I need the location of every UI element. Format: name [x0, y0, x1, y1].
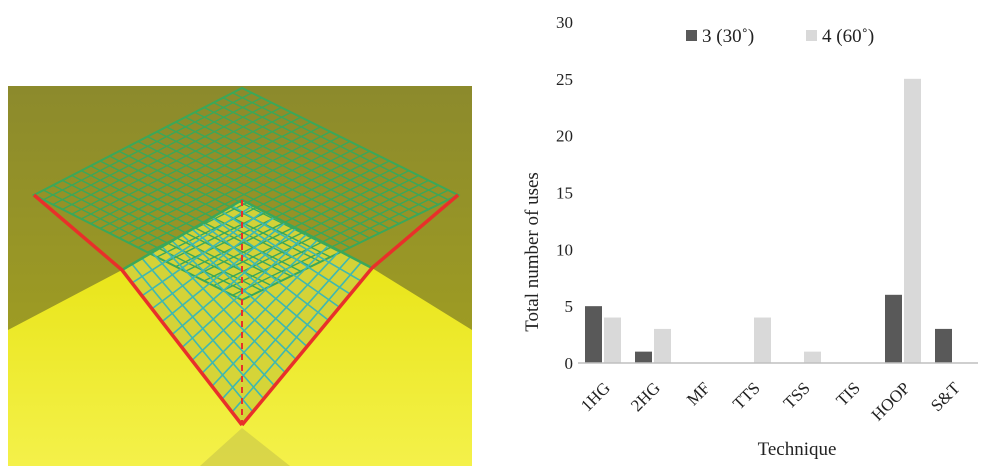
top-grid-line [156, 131, 370, 239]
x-tick-label: MF [683, 378, 714, 409]
top-grid-line [184, 116, 400, 225]
top-grid-line [194, 170, 410, 277]
y-tick-label: 30 [556, 13, 573, 32]
bar-series1-st [935, 328, 952, 363]
top-grid-line [203, 174, 420, 282]
legend: 3 (30˚) 4 (60˚) [686, 26, 874, 47]
bars-group [585, 78, 952, 363]
top-grid-line [175, 160, 390, 268]
legend-swatch-series-2 [806, 30, 817, 41]
x-axis: 1HG 2HG MF TTS TSS TIS HOOP S&T [577, 362, 978, 425]
top-grid-line [232, 92, 449, 201]
x-tick-label: TSS [780, 378, 814, 412]
x-tick-label: TIS [832, 378, 863, 409]
top-grid-line [175, 121, 390, 230]
bar-chart: 0 5 10 15 20 25 30 1HG 2HG MF TTS TSS TIS HOOP S&T To… [522, 13, 978, 460]
y-axis-title: Total number of uses [522, 172, 543, 332]
red-boundary-left [32, 193, 244, 427]
top-grid-line [222, 184, 439, 292]
top-grid-line [137, 140, 351, 249]
funnel-grid-line [231, 261, 362, 413]
x-tick-label: HOOP [868, 378, 914, 424]
red-boundary-right [240, 193, 460, 427]
y-axis: 0 5 10 15 20 25 30 [556, 13, 573, 373]
top-grid-plane [31, 86, 461, 302]
top-grid-line [232, 189, 449, 296]
funnel-grid [121, 198, 373, 426]
y-tick-label: 10 [556, 240, 573, 259]
top-grid-line [203, 106, 420, 215]
x-axis-title: Technique [758, 439, 837, 460]
x-tick-label: 2HG [627, 378, 664, 415]
bar-series1-1hg [585, 306, 602, 363]
bar-series2-1hg [604, 317, 621, 363]
bar-series1-2hg [635, 351, 652, 363]
bar-series2-tts [754, 317, 771, 363]
funnel-grid-line [231, 205, 362, 282]
funnel-grid-line [221, 256, 351, 400]
y-tick-label: 25 [556, 70, 573, 89]
top-grid-line [194, 111, 410, 220]
scene-floor-shadow [200, 428, 290, 466]
top-grid-line [147, 136, 361, 244]
top-grid-line [213, 101, 429, 210]
top-grid-line [166, 126, 380, 234]
legend-label-series-1: 3 (30˚) [702, 26, 754, 47]
top-grid-line [166, 155, 380, 263]
rendered-grid-scene [8, 86, 472, 466]
bar-series2-tss [804, 351, 821, 363]
y-tick-label: 5 [565, 297, 574, 316]
top-grid-line [222, 97, 439, 206]
y-tick-label: 0 [565, 354, 574, 373]
bar-series2-hoop [904, 78, 921, 363]
legend-label-series-2: 4 (60˚) [822, 26, 874, 47]
x-tick-label: TTS [729, 378, 764, 413]
x-tick-label: 1HG [577, 378, 614, 415]
top-grid-line [156, 150, 370, 258]
y-tick-label: 15 [556, 184, 573, 203]
y-tick-label: 20 [556, 127, 573, 146]
x-tick-label: S&T [927, 378, 964, 415]
scene-floor [8, 268, 472, 466]
bar-series2-2hg [654, 328, 671, 363]
legend-swatch-series-1 [686, 30, 697, 41]
bar-series1-hoop [885, 294, 902, 363]
